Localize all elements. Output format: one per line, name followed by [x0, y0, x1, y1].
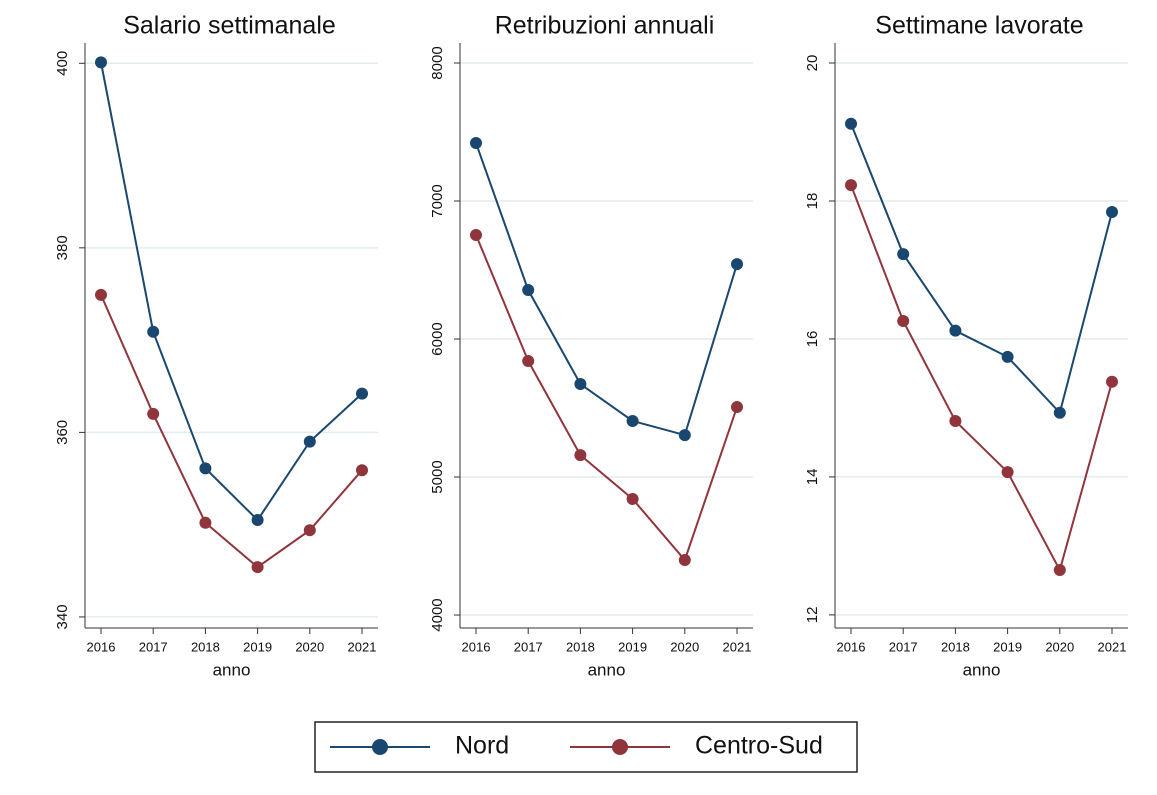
- data-point: [95, 288, 107, 301]
- y-tick-label: 380: [54, 235, 71, 260]
- panel-bg: [772, 5, 1138, 710]
- data-point: [731, 401, 743, 414]
- x-tick-label: 2016: [87, 639, 116, 654]
- data-point: [470, 228, 482, 241]
- series-line: [850, 184, 1113, 573]
- x-tick-label: 2020: [295, 639, 324, 654]
- data-point: [678, 553, 691, 566]
- x-axis-label: anno: [588, 660, 626, 679]
- data-point: [1053, 564, 1066, 577]
- data-point: [95, 56, 107, 69]
- y-tick-label: 18: [804, 193, 821, 210]
- legend-label: Centro-Sud: [695, 732, 823, 760]
- data-point: [199, 462, 212, 475]
- data-point: [626, 492, 639, 505]
- y-tick-label: 5000: [429, 460, 446, 493]
- data-point: [1001, 350, 1014, 363]
- y-tick-label: 20: [804, 55, 821, 72]
- y-tick-label: 7000: [429, 184, 446, 217]
- data-point: [678, 429, 691, 442]
- legend-marker: [612, 739, 628, 755]
- x-tick-label: 2016: [462, 639, 491, 654]
- panel-bg: [22, 5, 388, 710]
- series-line: [475, 142, 738, 437]
- y-tick-label: 6000: [429, 322, 446, 355]
- x-tick-label: 2018: [941, 639, 970, 654]
- data-point: [949, 324, 962, 337]
- x-tick-label: 2018: [191, 639, 220, 654]
- data-point: [897, 315, 910, 328]
- data-point: [356, 464, 368, 477]
- x-axis-label: anno: [213, 660, 251, 679]
- y-tick-label: 340: [54, 604, 71, 629]
- data-point: [1106, 206, 1118, 219]
- x-tick-label: 2021: [348, 639, 377, 654]
- panel-bg: [397, 5, 763, 710]
- y-tick-label: 360: [54, 420, 71, 445]
- chart-title: Settimane lavorate: [875, 12, 1083, 40]
- x-axis-label: anno: [963, 660, 1001, 679]
- data-point: [147, 407, 160, 420]
- data-point: [356, 387, 368, 400]
- x-tick-label: 2021: [723, 639, 752, 654]
- data-point: [522, 354, 535, 367]
- data-point: [251, 561, 264, 574]
- x-tick-label: 2021: [1098, 639, 1127, 654]
- data-point: [845, 179, 857, 192]
- y-tick-label: 8000: [429, 46, 446, 79]
- y-tick-label: 12: [804, 607, 821, 624]
- data-point: [574, 378, 587, 391]
- data-point: [626, 414, 639, 427]
- series-line: [100, 62, 363, 522]
- data-point: [147, 325, 160, 338]
- x-tick-label: 2019: [618, 639, 647, 654]
- x-tick-label: 2018: [566, 639, 595, 654]
- data-point: [1106, 375, 1118, 388]
- chart-title: Salario settimanale: [123, 12, 336, 40]
- data-point: [303, 435, 316, 448]
- x-tick-label: 2017: [139, 639, 168, 654]
- y-tick-label: 400: [54, 51, 71, 76]
- data-point: [1001, 466, 1014, 479]
- data-point: [522, 284, 535, 297]
- data-point: [251, 514, 264, 527]
- data-point: [1053, 406, 1066, 419]
- data-point: [949, 415, 962, 428]
- data-point: [845, 117, 857, 130]
- x-tick-label: 2017: [514, 639, 543, 654]
- x-tick-label: 2019: [993, 639, 1022, 654]
- data-point: [731, 258, 743, 271]
- y-tick-label: 16: [804, 331, 821, 348]
- y-tick-label: 14: [804, 469, 821, 486]
- data-point: [303, 524, 316, 537]
- data-point: [574, 449, 587, 462]
- series-line: [100, 294, 363, 569]
- chart-title: Retribuzioni annuali: [495, 12, 715, 40]
- data-point: [470, 137, 482, 150]
- legend-label: Nord: [455, 732, 509, 760]
- series-line: [850, 123, 1113, 415]
- x-tick-label: 2020: [670, 639, 699, 654]
- x-tick-label: 2016: [837, 639, 866, 654]
- x-tick-label: 2019: [243, 639, 272, 654]
- x-tick-label: 2020: [1045, 639, 1074, 654]
- legend-marker: [372, 739, 388, 755]
- x-tick-label: 2017: [889, 639, 918, 654]
- y-tick-label: 4000: [429, 598, 446, 631]
- data-point: [897, 248, 910, 261]
- data-point: [199, 516, 212, 529]
- series-line: [475, 234, 738, 562]
